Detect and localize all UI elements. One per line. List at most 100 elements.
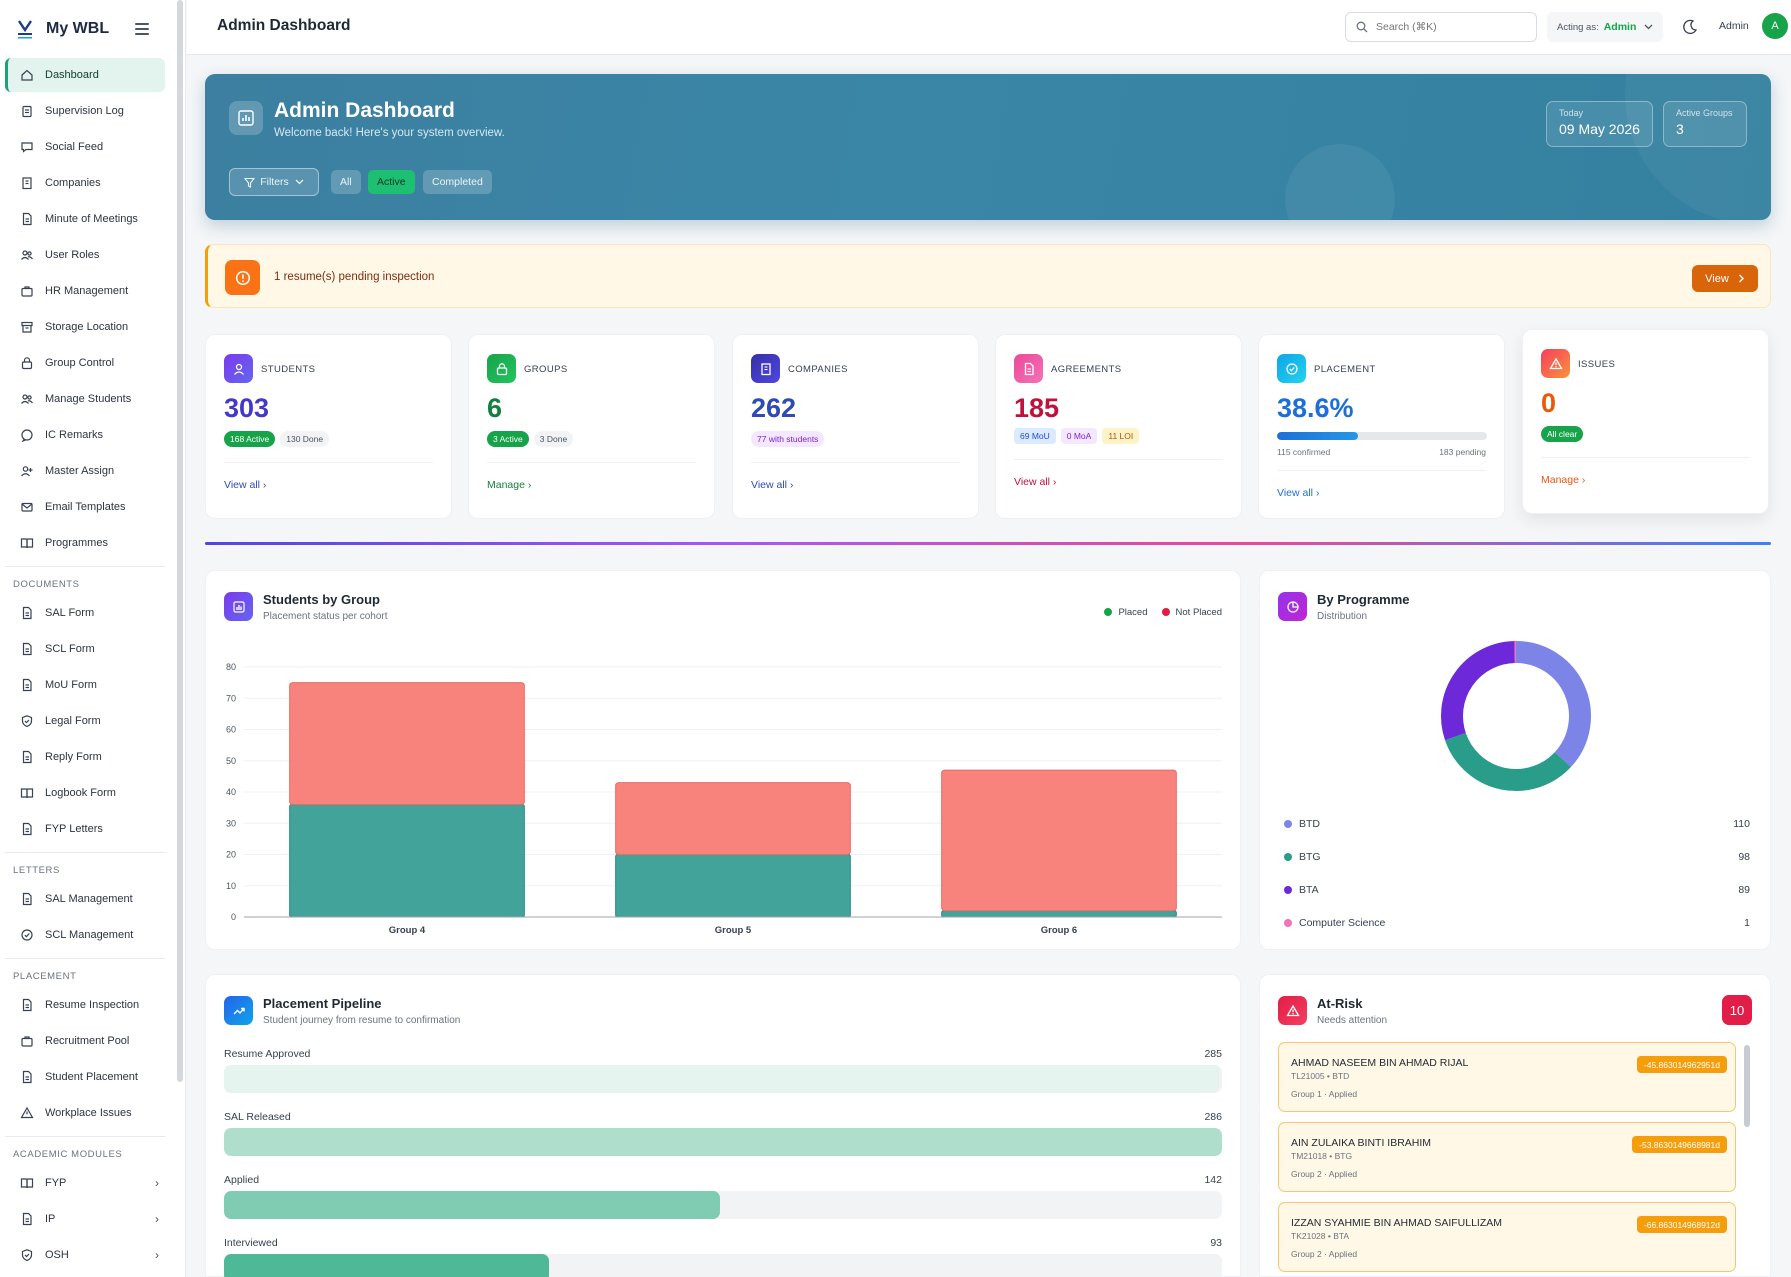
at-risk-scrollbar[interactable]	[1744, 1045, 1750, 1127]
students-view-all-link[interactable]: View all ›	[224, 479, 267, 491]
issues-manage-link[interactable]: Manage ›	[1541, 474, 1586, 486]
user-name[interactable]: Admin	[1719, 20, 1749, 32]
users-icon	[19, 391, 35, 407]
sidebar-item-master-assign[interactable]: Master Assign	[5, 454, 165, 488]
at-risk-item[interactable]: AHMAD NASEEM BIN AHMAD RIJAL TL21005 • B…	[1278, 1042, 1736, 1112]
donut-slice-btd[interactable]	[1515, 641, 1591, 768]
moon-icon[interactable]	[1681, 18, 1699, 36]
menu-toggle-icon[interactable]	[135, 23, 149, 35]
filter-pill-completed[interactable]: Completed	[423, 170, 492, 194]
sidebar-item-manage-students[interactable]: Manage Students	[5, 382, 165, 416]
donut-slice-btg[interactable]	[1444, 732, 1571, 791]
sidebar-item-label: Manage Students	[45, 393, 132, 405]
sidebar-item-programmes[interactable]: Programmes	[5, 526, 165, 560]
chip-all-clear: All clear	[1541, 426, 1584, 442]
acting-as-selector[interactable]: Acting as: Admin	[1547, 12, 1663, 42]
legend-not-placed[interactable]: Not Placed	[1161, 607, 1222, 618]
programme-legend-item: BTA 89	[1284, 884, 1750, 896]
alert-view-button[interactable]: View	[1692, 265, 1758, 292]
sidebar-item-resume-inspection[interactable]: Resume Inspection	[5, 988, 165, 1022]
today-stat: Today 09 May 2026	[1546, 101, 1653, 147]
sidebar-item-label: Group Control	[45, 357, 115, 369]
sidebar-item-sal-management[interactable]: SAL Management	[5, 882, 165, 916]
placement-view-all-link[interactable]: View all ›	[1277, 487, 1320, 499]
sidebar-section-placement: PLACEMENT	[5, 958, 165, 988]
document-icon	[19, 605, 35, 621]
pipeline-stage-value: 93	[1210, 1237, 1222, 1249]
sidebar-item-minute-of-meetings[interactable]: Minute of Meetings	[5, 202, 165, 236]
sidebar-item-label: Logbook Form	[45, 787, 116, 799]
bar-chart-icon	[224, 592, 253, 621]
sidebar-item-logbook-form[interactable]: Logbook Form	[5, 776, 165, 810]
sidebar-item-ic-remarks[interactable]: IC Remarks	[5, 418, 165, 452]
donut-slice-bta[interactable]	[1441, 641, 1516, 741]
placement-progress-bar	[1277, 432, 1487, 440]
pipeline-stage-value: 286	[1204, 1111, 1222, 1123]
sidebar-item-scl-management[interactable]: SCL Management	[5, 918, 165, 952]
at-risk-item[interactable]: AIN ZULAIKA BINTI IBRAHIM TM21018 • BTG …	[1278, 1122, 1736, 1192]
programme-count: 110	[1733, 818, 1750, 830]
students-by-group-card: Students by Group Placement status per c…	[205, 570, 1241, 950]
filters-button[interactable]: Filters	[229, 168, 319, 196]
legend-dot	[1284, 820, 1292, 828]
briefcase-icon	[19, 1033, 35, 1049]
sidebar-item-legal-form[interactable]: Legal Form	[5, 704, 165, 738]
kpi-value: 262	[751, 393, 797, 423]
sidebar-item-osh[interactable]: OSH ›	[5, 1238, 165, 1272]
sidebar-item-recruitment-pool[interactable]: Recruitment Pool	[5, 1024, 165, 1058]
at-risk-item[interactable]: IZZAN SYAHMIE BIN AHMAD SAIFULLIZAM TK21…	[1278, 1202, 1736, 1272]
sidebar-scrollbar[interactable]	[177, 0, 183, 1082]
legend-placed[interactable]: Placed	[1104, 607, 1148, 618]
search-input[interactable]	[1376, 21, 1516, 33]
document-icon	[19, 677, 35, 693]
sidebar-item-email-templates[interactable]: Email Templates	[5, 490, 165, 524]
sidebar-item-student-placement[interactable]: Student Placement	[5, 1060, 165, 1094]
shield-icon	[19, 1247, 35, 1263]
sidebar-item-fyp[interactable]: FYP ›	[5, 1166, 165, 1200]
student-id: TM21018 • BTG	[1291, 1151, 1353, 1161]
page-title: Admin Dashboard	[217, 17, 351, 34]
sidebar-item-reply-form[interactable]: Reply Form	[5, 740, 165, 774]
sidebar-item-workplace-issues[interactable]: Workplace Issues	[5, 1096, 165, 1130]
kpi-label: STUDENTS	[261, 364, 316, 375]
kpi-value: 185	[1014, 393, 1060, 423]
agreements-view-all-link[interactable]: View all ›	[1014, 476, 1057, 488]
filter-pill-active[interactable]: Active	[368, 170, 415, 194]
sidebar-item-mou-form[interactable]: MoU Form	[5, 668, 165, 702]
search-box[interactable]	[1345, 12, 1537, 42]
days-overdue-badge: -66.863014968912d	[1636, 1216, 1727, 1233]
sidebar-item-hr-management[interactable]: HR Management	[5, 274, 165, 308]
y-tick-label: 50	[226, 756, 236, 766]
sidebar-item-social-feed[interactable]: Social Feed	[5, 130, 165, 164]
kpi-value: 0	[1541, 388, 1557, 418]
sidebar-item-label: OSH	[45, 1249, 69, 1261]
document-icon	[19, 997, 35, 1013]
sidebar-item-user-roles[interactable]: User Roles	[5, 238, 165, 272]
y-tick-label: 60	[226, 725, 236, 735]
sidebar-item-group-control[interactable]: Group Control	[5, 346, 165, 380]
placement-pipeline-card: Placement Pipeline Student journey from …	[205, 974, 1241, 1277]
filter-pill-all[interactable]: All	[331, 170, 361, 194]
programme-name: BTG	[1299, 851, 1321, 863]
sidebar-item-scl-form[interactable]: SCL Form	[5, 632, 165, 666]
sidebar-item-storage-location[interactable]: Storage Location	[5, 310, 165, 344]
sidebar-item-ip[interactable]: IP ›	[5, 1202, 165, 1236]
programme-name: BTD	[1299, 818, 1320, 830]
section-subtitle: Placement status per cohort	[263, 611, 388, 622]
sidebar-item-dashboard[interactable]: Dashboard	[5, 58, 165, 92]
student-name: IZZAN SYAHMIE BIN AHMAD SAIFULLIZAM	[1291, 1217, 1503, 1229]
sidebar-item-fyp-letters[interactable]: FYP Letters	[5, 812, 165, 846]
sidebar-item-supervision-log[interactable]: Supervision Log	[5, 94, 165, 128]
sidebar-item-sal-form[interactable]: SAL Form	[5, 596, 165, 630]
sidebar-item-companies[interactable]: Companies	[5, 166, 165, 200]
companies-view-all-link[interactable]: View all ›	[751, 479, 794, 491]
chip-loi: 11 LOI	[1102, 428, 1140, 444]
sidebar-item-label: FYP Letters	[45, 823, 103, 835]
placement-pending: 183 pending	[1439, 447, 1486, 457]
student-status: Group 2 · Applied	[1291, 1169, 1358, 1179]
kpi-label: ISSUES	[1578, 359, 1616, 370]
groups-manage-link[interactable]: Manage ›	[487, 479, 532, 491]
avatar[interactable]: A	[1762, 13, 1788, 39]
at-risk-count-badge: 10	[1722, 995, 1752, 1025]
mail-icon	[19, 499, 35, 515]
